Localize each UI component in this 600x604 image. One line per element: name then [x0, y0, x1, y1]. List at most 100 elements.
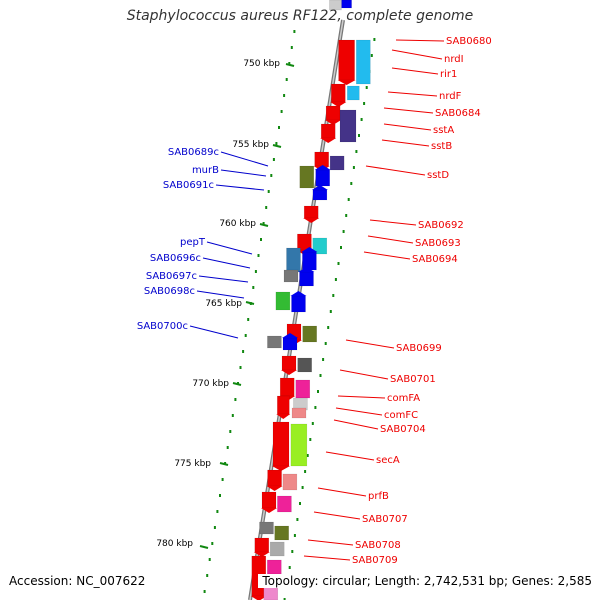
gene-label-comFA[interactable]: comFA [387, 393, 420, 404]
guide-dot-right [332, 294, 335, 297]
leader-line-forward [345, 339, 395, 349]
gene-arrowhead [250, 596, 267, 601]
leader-line-reverse [215, 184, 265, 191]
gene-label-SAB0700c[interactable]: SAB0700c [137, 321, 188, 332]
gene-label-SAB0684[interactable]: SAB0684 [435, 108, 481, 119]
gene-label-SAB0698c[interactable]: SAB0698c [144, 286, 195, 297]
gene-block [339, 109, 357, 143]
guide-dot-left [213, 526, 216, 529]
gene-label-murB[interactable]: murB [192, 165, 219, 176]
tick-mark-770 [232, 382, 242, 386]
leader-line-forward [325, 451, 375, 461]
guide-dot-left [267, 190, 270, 193]
gene-block [302, 325, 317, 343]
gene-labels: SAB0680 nrdI rir1 nrdF SAB0684 sstA sstB… [137, 36, 492, 566]
tick-mark-760 [259, 223, 269, 227]
gene-label-SAB0694[interactable]: SAB0694 [412, 254, 458, 265]
gene-block [272, 421, 290, 467]
kbp-ticks: 750 kbp 755 kbp 760 kbp 765 kbp 770 kbp … [156, 59, 295, 549]
gene-block [303, 205, 319, 219]
dotted-guides [203, 30, 376, 601]
gene-block [281, 355, 297, 371]
gene-arrowhead [261, 508, 278, 513]
guide-dot-left [254, 270, 257, 273]
gene-arrowhead [325, 120, 342, 125]
gene-label-comFC[interactable]: comFC [384, 410, 418, 421]
gene-label-SAB0699[interactable]: SAB0699 [396, 343, 442, 354]
guide-dot-right [319, 374, 322, 377]
gene-label-nrdI[interactable]: nrdI [444, 54, 464, 65]
guide-dot-left [239, 366, 242, 369]
guide-dot-left [206, 574, 209, 577]
leader-line-forward [383, 123, 432, 131]
gene-block [312, 189, 328, 201]
guide-dot-left [260, 238, 262, 241]
leader-line-forward [333, 419, 379, 430]
gene-block [274, 525, 289, 541]
guide-dot-left [247, 318, 250, 321]
guide-dot-left [219, 494, 221, 497]
tick-mark-750 [285, 63, 295, 67]
gene-block [267, 469, 282, 487]
gene-label-SAB0704[interactable]: SAB0704 [380, 424, 426, 435]
gene-label-secA[interactable]: secA [376, 455, 400, 466]
gene-label-SAB0707[interactable]: SAB0707 [362, 514, 408, 525]
guide-dot-right [355, 150, 358, 153]
gene-label-SAB0697c[interactable]: SAB0697c [146, 271, 197, 282]
guide-dot-right [358, 134, 360, 137]
guide-dot-right [370, 54, 373, 57]
tick-label-770: 770 kbp [192, 379, 229, 389]
gene-label-rir1[interactable]: rir1 [440, 69, 457, 80]
guide-dot-right [352, 166, 355, 169]
gene-label-SAB0692[interactable]: SAB0692 [418, 220, 464, 231]
gene-label-SAB0680[interactable]: SAB0680 [446, 36, 492, 47]
gene-label-SAB0701[interactable]: SAB0701 [390, 374, 436, 385]
guide-dot-right [345, 214, 348, 217]
gene-label-SAB0696c[interactable]: SAB0696c [150, 253, 201, 264]
guide-dot-right [334, 278, 337, 281]
gene-label-SAB0689c[interactable]: SAB0689c [168, 147, 219, 158]
gene-label-sstA[interactable]: sstA [433, 125, 454, 136]
gene-block [286, 247, 301, 273]
leader-line-reverse [196, 290, 245, 299]
gene-arrowhead [303, 218, 320, 223]
gene-block [267, 559, 282, 575]
gene-label-SAB0691c[interactable]: SAB0691c [163, 180, 214, 191]
gene-label-SAB0708[interactable]: SAB0708 [355, 540, 401, 551]
gene-label-sstD[interactable]: sstD [427, 170, 449, 181]
gene-block [290, 423, 308, 467]
guide-dot-left [272, 158, 275, 161]
guide-dot-right [360, 118, 363, 121]
guide-dot-left [270, 174, 273, 177]
page-title: Staphylococcus aureus RF122, complete ge… [126, 8, 474, 24]
guide-dot-left [288, 62, 291, 65]
gene-label-prfB[interactable]: prfB [368, 491, 389, 502]
gene-block [299, 271, 314, 287]
leader-line-forward [303, 555, 351, 561]
tick-mark-775 [219, 462, 229, 466]
guide-dot-right [363, 102, 366, 105]
guide-dot-left [244, 334, 247, 337]
gene-label-nrdF[interactable]: nrdF [439, 91, 462, 102]
guide-dot-left [234, 398, 237, 401]
leader-line-reverse [220, 151, 269, 167]
gene-arrowhead [253, 552, 270, 557]
gene-label-sstB[interactable]: sstB [431, 141, 452, 152]
guide-dot-right [288, 566, 291, 569]
gene-label-SAB0693[interactable]: SAB0693 [415, 238, 461, 249]
gene-arrowhead [276, 414, 291, 419]
gene-label-SAB0709[interactable]: SAB0709 [352, 555, 398, 566]
leader-line-forward [387, 91, 438, 97]
guide-dot-right [301, 486, 304, 489]
leader-line-forward [381, 139, 430, 147]
gene-block [291, 295, 306, 313]
guide-dot-right [337, 262, 340, 265]
guide-dot-right [304, 470, 307, 473]
guide-dot-left [285, 78, 288, 81]
leader-line-forward [391, 67, 439, 75]
guide-dot-left [221, 478, 224, 481]
gene-block [279, 377, 295, 397]
gene-label-pepT[interactable]: pepT [180, 237, 206, 248]
leader-line-reverse [202, 257, 251, 269]
guide-dot-right [340, 246, 342, 249]
